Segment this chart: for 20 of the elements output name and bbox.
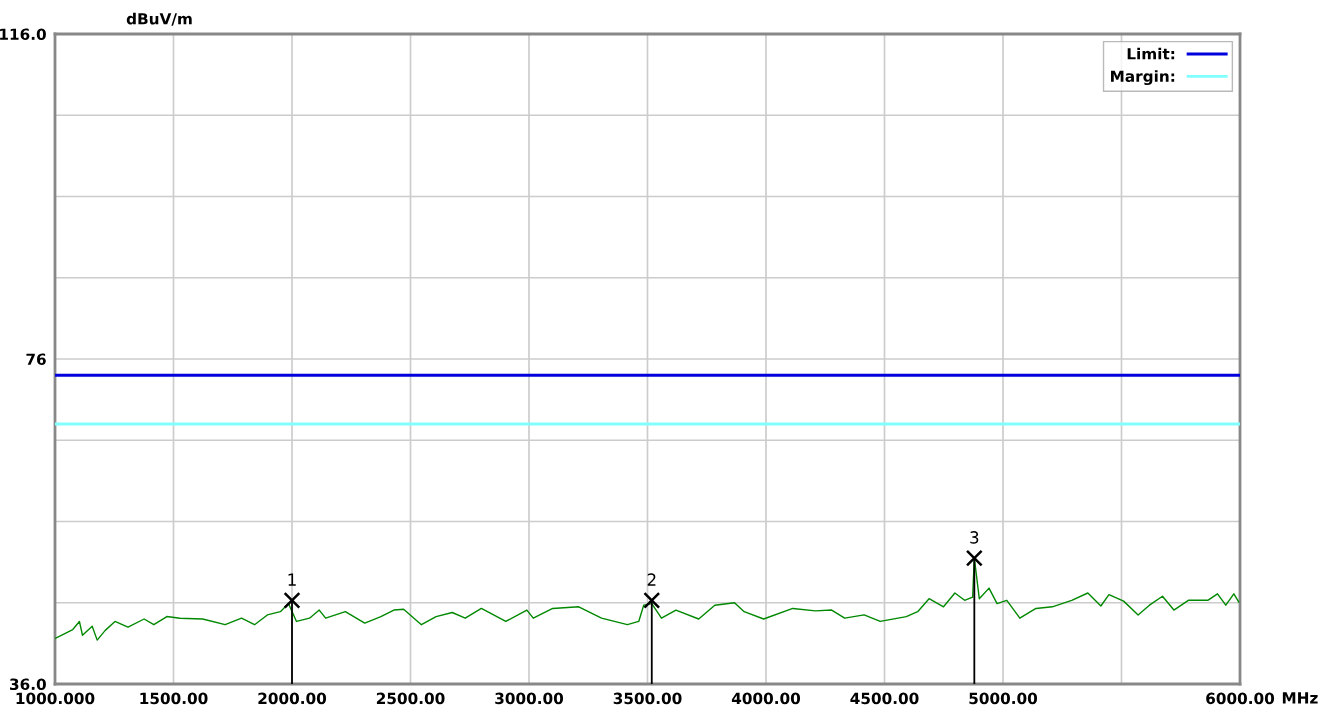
y-tick-label: 36.0: [10, 678, 46, 691]
y-axis-title: dBuV/m: [126, 12, 192, 26]
x-tick-label: 1500.00: [140, 692, 208, 705]
x-tick-label: 4500.00: [850, 692, 919, 705]
annotation: 3: [970, 531, 979, 544]
x-tick-label: 2000.00: [258, 692, 327, 705]
x-tick-label: 6000.00: [1206, 692, 1275, 705]
x-tick-label: 5000.00: [969, 692, 1038, 705]
x-tick-label: 1000.000: [16, 692, 95, 705]
annotation: 1: [288, 573, 296, 586]
x-axis-title: MHz: [1282, 692, 1318, 704]
x-tick-label: 2500.00: [376, 692, 445, 705]
legend-label: Limit:: [1127, 47, 1175, 60]
x-tick-label: 3000.00: [495, 692, 564, 705]
x-tick-label: 3500.00: [613, 692, 682, 705]
y-tick-label: 116.0: [0, 28, 46, 41]
legend-label: Margin:: [1111, 70, 1175, 86]
annotation: 2: [647, 573, 656, 586]
x-tick-label: 4000.00: [731, 692, 801, 705]
y-tick-label: 76: [26, 353, 46, 366]
